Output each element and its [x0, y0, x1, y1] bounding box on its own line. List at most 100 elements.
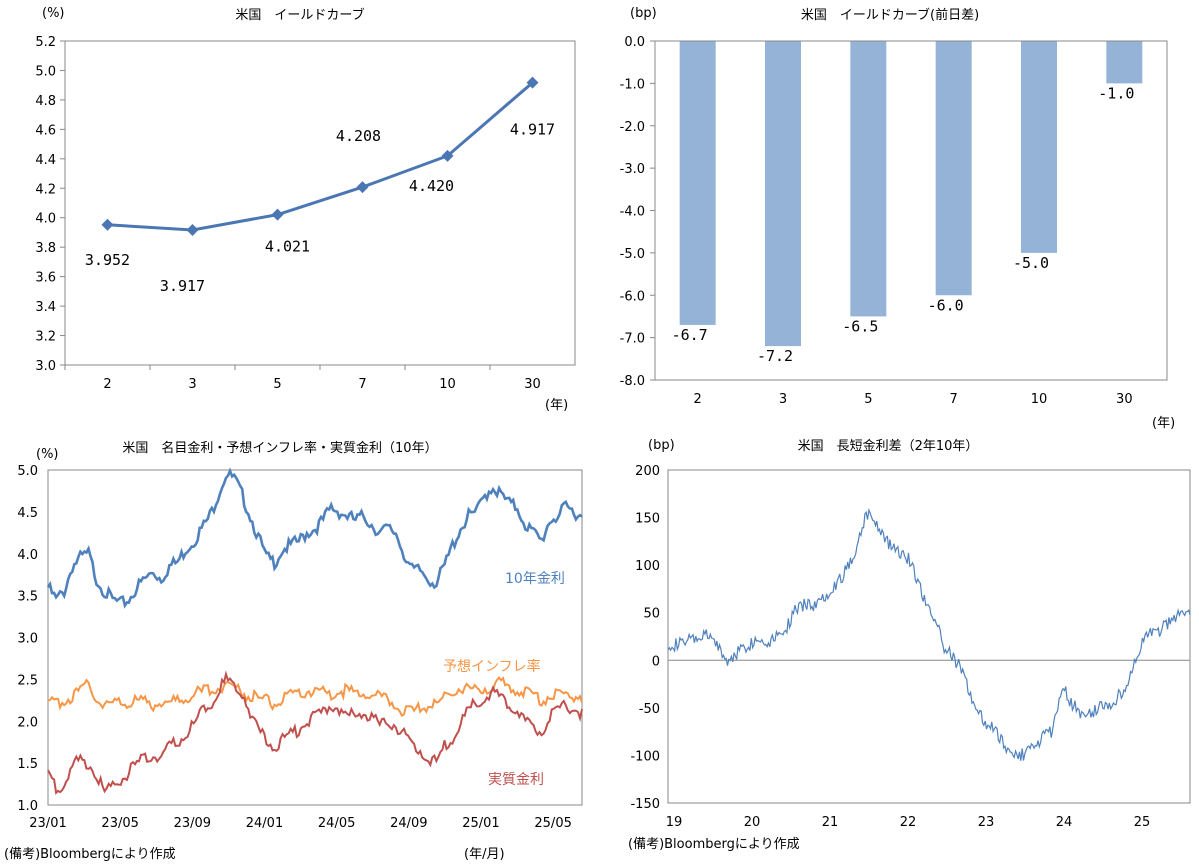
- chart1-data-label: 4.021: [265, 238, 310, 256]
- chart2-ytick-label: -5.0: [620, 247, 645, 262]
- chart4-ytick-label: 0: [652, 654, 660, 669]
- chart2-ytick-label: -8.0: [620, 374, 645, 389]
- chart4-xtick-label: 23: [978, 815, 995, 830]
- chart1-ytick-label: 3.8: [35, 241, 56, 256]
- chart1-ylabel: (%): [42, 6, 65, 21]
- chart2-xtick-label: 30: [1116, 392, 1133, 407]
- chart1-data-label: 3.917: [160, 277, 205, 295]
- chart4-ytick-label: -150: [630, 797, 660, 812]
- chart3-ytick-label: 2.5: [17, 673, 38, 688]
- chart2-title: 米国 イールドカーブ(前日差): [801, 7, 979, 23]
- chart4-plot-area: [667, 469, 1191, 804]
- chart2-xtick-label: 5: [864, 392, 872, 407]
- series-label-real: 実質金利: [488, 772, 544, 788]
- chart2-xtick-label: 10: [1031, 392, 1048, 407]
- chart2-bar: [679, 41, 716, 325]
- footnote-right: (備考)Bloombergにより作成: [628, 836, 800, 852]
- chart2-data-label: -5.0: [1013, 254, 1049, 272]
- chart3-ytick-label: 5.0: [17, 464, 38, 479]
- chart1-xtick-label: 7: [358, 377, 366, 392]
- chart3-ytick-label: 3.5: [17, 590, 38, 605]
- chart3-title: 米国 名目金利・予想インフレ率・実質金利（10年）: [122, 440, 437, 456]
- chart4-ytick-label: -100: [630, 749, 660, 764]
- yield-curve-chart: (%) 米国 イールドカーブ (年) 3.0 3.2 3.4 3.6 3.8 4.0 4.2…: [35, 6, 576, 413]
- chart3-ylabel: (%): [36, 447, 59, 462]
- chart2-ytick-label: 0.0: [624, 35, 645, 50]
- chart1-ytick-label: 3.4: [35, 300, 56, 315]
- chart2-data-label: -6.7: [672, 326, 708, 344]
- chart1-ytick-label: 3.0: [35, 359, 56, 374]
- chart2-xtick-label: 7: [950, 392, 958, 407]
- chart2-bar: [765, 41, 801, 347]
- chart1-xtick-label: 30: [524, 377, 541, 392]
- chart1-ytick-label: 5.0: [35, 64, 56, 79]
- spread-chart: (bp) 米国 長短金利差（2年10年） 200 150 100 50 0 -50 -100…: [630, 438, 1191, 830]
- chart1-point: [441, 149, 454, 162]
- chart3-series-line: [47, 670, 583, 795]
- chart4-xtick-label: 20: [744, 815, 761, 830]
- chart2-data-label: -7.2: [757, 347, 793, 365]
- chart4-ytick-label: 200: [635, 464, 660, 479]
- chart4-ylabel: (bp): [648, 438, 675, 453]
- footnote-left: (備考)Bloombergにより作成: [4, 846, 176, 862]
- chart1-data-label: 4.208: [336, 127, 381, 145]
- chart2-ytick-label: -2.0: [620, 120, 645, 135]
- chart1-data-label: 4.917: [510, 121, 555, 139]
- chart1-ytick-label: 3.6: [35, 271, 56, 286]
- chart2-data-label: -6.0: [928, 296, 964, 314]
- chart3-ytick-label: 1.5: [17, 757, 38, 772]
- chart1-xtick-label: 5: [273, 377, 281, 392]
- chart2-xtick-label: 2: [694, 392, 702, 407]
- chart1-ytick-label: 4.4: [35, 153, 56, 168]
- chart2-bar: [1021, 41, 1057, 253]
- chart3-ytick-label: 3.0: [17, 632, 38, 647]
- chart3-xtick-label: 24/05: [318, 816, 355, 831]
- chart4-ytick-label: 100: [635, 559, 660, 574]
- chart1-ytick-label: 4.0: [35, 212, 56, 227]
- chart3-xtick-label: 25/05: [534, 816, 571, 831]
- chart1-plot-area: [64, 40, 576, 366]
- chart1-xlabel: (年): [545, 398, 568, 413]
- chart4-xtick-label: 24: [1056, 815, 1073, 830]
- chart3-xtick-label: 25/01: [462, 816, 499, 831]
- chart1-ytick-label: 5.2: [35, 35, 56, 50]
- chart1-data-label: 3.952: [85, 251, 130, 269]
- chart2-ytick-label: -4.0: [620, 205, 645, 220]
- chart3-ytick-label: 2.0: [17, 715, 38, 730]
- chart1-point: [526, 76, 539, 89]
- chart3-xlabel: (年/月): [464, 847, 505, 862]
- chart2-bar: [935, 41, 972, 296]
- chart1-ytick-label: 3.2: [35, 330, 56, 345]
- chart3-xtick-label: 23/09: [174, 816, 211, 831]
- chart4-xtick-label: 25: [1134, 815, 1151, 830]
- yield-change-chart: (bp) 米国 イールドカーブ(前日差) (年) 0.0 -1.0 -2.0 -3.0…: [620, 6, 1176, 431]
- chart1-point: [356, 181, 369, 194]
- chart3-plot-area: [47, 469, 583, 806]
- chart2-xtick-label: 3: [779, 392, 787, 407]
- chart4-xtick-label: 22: [900, 815, 917, 830]
- chart1-ytick-label: 4.6: [35, 123, 56, 138]
- chart4-xtick-label: 21: [822, 815, 839, 830]
- chart2-ytick-label: -1.0: [620, 77, 645, 92]
- chart1-series-line: [107, 81, 534, 232]
- rates-chart: (%) 米国 名目金利・予想インフレ率・実質金利（10年） 5.0 4.5 4.0 3…: [17, 440, 583, 862]
- chart3-xtick-label: 24/01: [246, 816, 283, 831]
- chart3-ytick-label: 4.0: [17, 548, 38, 563]
- chart2-data-label: -1.0: [1098, 84, 1134, 102]
- chart3-xtick-label: 23/05: [101, 816, 138, 831]
- chart4-series-line: [667, 507, 1191, 761]
- chart2-data-label: -6.5: [842, 317, 878, 335]
- chart3-ytick-label: 1.0: [17, 799, 38, 814]
- chart2-ylabel: (bp): [630, 6, 657, 21]
- chart3-xtick-label: 23/01: [29, 816, 66, 831]
- chart1-xtick-label: 10: [439, 377, 456, 392]
- chart2-plot-area: [654, 40, 1168, 381]
- chart3-ytick-label: 4.5: [17, 506, 38, 521]
- chart4-ytick-label: 150: [635, 512, 660, 527]
- chart1-ytick-label: 4.8: [35, 94, 56, 109]
- chart4-ytick-label: 50: [643, 607, 660, 622]
- chart1-ytick-label: 4.2: [35, 182, 56, 197]
- chart1-title: 米国 イールドカーブ: [235, 7, 364, 23]
- chart2-ytick-label: -3.0: [620, 162, 645, 177]
